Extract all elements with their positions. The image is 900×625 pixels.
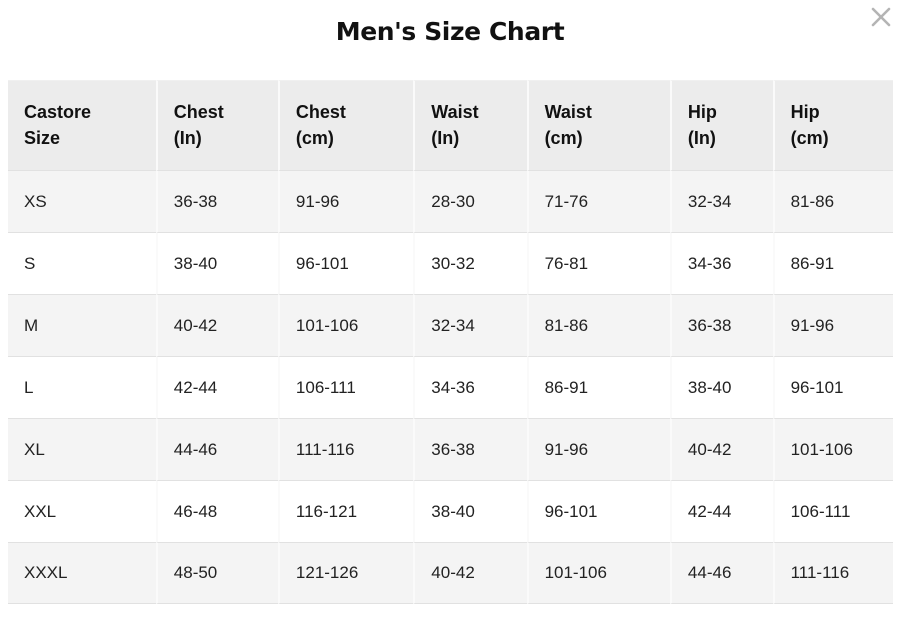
measurement-cell: 86-91: [772, 232, 893, 294]
column-header-line: Waist: [431, 101, 479, 122]
measurement-cell: 40-42: [155, 294, 278, 356]
measurement-cell: 32-34: [669, 170, 773, 232]
size-chart-table: Castore Size Chest (In) Chest (cm) Waist (In) Wa…: [8, 80, 893, 604]
table-row: XXXL 48-50 121-126 40-42 101-106 44-46 111-116: [8, 542, 893, 604]
measurement-cell: 101-106: [277, 294, 414, 356]
measurement-cell: 111-116: [772, 542, 893, 604]
measurement-cell: 28-30: [413, 170, 527, 232]
measurement-cell: 96-101: [277, 232, 414, 294]
table-row: M 40-42 101-106 32-34 81-86 36-38 91-96: [8, 294, 893, 356]
column-header-line: Hip: [687, 101, 717, 122]
size-cell: XL: [8, 418, 156, 480]
measurement-cell: 44-46: [155, 418, 278, 480]
measurement-cell: 48-50: [155, 542, 278, 604]
table-row: XXL 46-48 116-121 38-40 96-101 42-44 106-111: [8, 480, 893, 542]
measurement-cell: 38-40: [155, 232, 278, 294]
measurement-cell: 81-86: [526, 294, 670, 356]
column-header-line: (cm): [544, 127, 583, 148]
column-header: Hip (In): [669, 80, 773, 170]
column-header: Chest (In): [155, 80, 278, 170]
measurement-cell: 96-101: [772, 356, 893, 418]
measurement-cell: 34-36: [413, 356, 527, 418]
header-row: Castore Size Chest (In) Chest (cm) Waist (In) Wa…: [8, 80, 893, 170]
column-header-line: (In): [431, 127, 460, 148]
measurement-cell: 38-40: [413, 480, 527, 542]
measurement-cell: 36-38: [155, 170, 278, 232]
measurement-cell: 36-38: [669, 294, 773, 356]
measurement-cell: 91-96: [277, 170, 414, 232]
measurement-cell: 121-126: [277, 542, 414, 604]
size-cell: XXL: [8, 480, 156, 542]
column-header: Chest (cm): [277, 80, 414, 170]
column-header-line: (cm): [295, 127, 334, 148]
table-row: XS 36-38 91-96 28-30 71-76 32-34 81-86: [8, 170, 893, 232]
measurement-cell: 40-42: [413, 542, 527, 604]
column-header-line: Castore: [24, 101, 92, 122]
column-header-line: (cm): [790, 127, 829, 148]
measurement-cell: 81-86: [772, 170, 893, 232]
size-cell: XXXL: [8, 542, 156, 604]
table-row: S 38-40 96-101 30-32 76-81 34-36 86-91: [8, 232, 893, 294]
column-header: Waist (cm): [526, 80, 670, 170]
measurement-cell: 30-32: [413, 232, 527, 294]
close-icon: [871, 7, 891, 27]
measurement-cell: 38-40: [669, 356, 773, 418]
measurement-cell: 46-48: [155, 480, 278, 542]
measurement-cell: 101-106: [526, 542, 670, 604]
size-cell: L: [8, 356, 156, 418]
measurement-cell: 44-46: [669, 542, 773, 604]
measurement-cell: 111-116: [277, 418, 414, 480]
close-button[interactable]: [867, 3, 895, 31]
size-cell: XS: [8, 170, 156, 232]
measurement-cell: 91-96: [772, 294, 893, 356]
column-header-line: Hip: [790, 101, 820, 122]
measurement-cell: 36-38: [413, 418, 527, 480]
size-cell: S: [8, 232, 156, 294]
measurement-cell: 42-44: [669, 480, 773, 542]
column-header: Castore Size: [8, 80, 156, 170]
column-header-line: Chest: [173, 101, 224, 122]
measurement-cell: 116-121: [277, 480, 414, 542]
measurement-cell: 106-111: [277, 356, 414, 418]
table-row: L 42-44 106-111 34-36 86-91 38-40 96-101: [8, 356, 893, 418]
size-chart-container: Castore Size Chest (In) Chest (cm) Waist (In) Wa…: [8, 80, 893, 604]
measurement-cell: 76-81: [526, 232, 670, 294]
measurement-cell: 96-101: [526, 480, 670, 542]
table-body: XS 36-38 91-96 28-30 71-76 32-34 81-86 S 38-40 96…: [8, 170, 893, 604]
column-header-line: (In): [687, 127, 716, 148]
column-header-line: (In): [173, 127, 202, 148]
measurement-cell: 91-96: [526, 418, 670, 480]
table-row: XL 44-46 111-116 36-38 91-96 40-42 101-106: [8, 418, 893, 480]
measurement-cell: 86-91: [526, 356, 670, 418]
measurement-cell: 106-111: [772, 480, 893, 542]
page-title: Men's Size Chart: [335, 17, 565, 46]
measurement-cell: 34-36: [669, 232, 773, 294]
measurement-cell: 71-76: [526, 170, 670, 232]
measurement-cell: 42-44: [155, 356, 278, 418]
size-cell: M: [8, 294, 156, 356]
column-header-line: Chest: [295, 101, 346, 122]
measurement-cell: 32-34: [413, 294, 527, 356]
column-header-line: Size: [24, 127, 61, 148]
column-header: Waist (In): [413, 80, 527, 170]
column-header-line: Waist: [544, 101, 592, 122]
size-chart-modal: { "page": { "title": "Men's Size Chart" …: [0, 7, 900, 625]
measurement-cell: 101-106: [772, 418, 893, 480]
column-header: Hip (cm): [772, 80, 893, 170]
measurement-cell: 40-42: [669, 418, 773, 480]
